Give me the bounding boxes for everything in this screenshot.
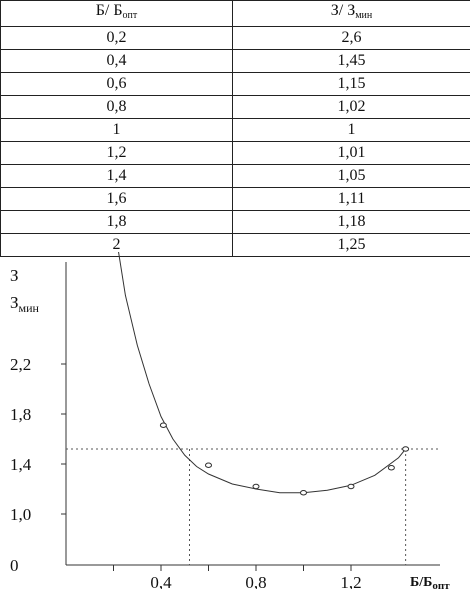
data-point [347,483,355,490]
cell-z-ratio: 1,15 [232,72,470,96]
y-tick-label: 2,2 [10,355,31,374]
cell-z-ratio: 1 [232,118,470,142]
y-tick-label: 1,8 [10,405,31,424]
ratio-table: Б/ Бопт З/ Змин 0,2 2,6 0,4 1,45 0,6 1,15 0,8 1… [0,0,470,257]
y-origin-label: 0 [10,556,19,575]
data-point [300,490,307,496]
data-point [252,483,260,490]
y-tick-label: 1,0 [10,505,31,524]
table-row: 0,6 1,15 [0,72,470,96]
cell-b-ratio: 1,4 [0,164,233,188]
data-point [205,462,212,468]
table-row: 0,8 1,02 [0,95,470,119]
table-row: 2 1,25 [0,233,470,257]
cell-b-ratio: 2 [0,233,233,257]
table-row: 1,8 1,18 [0,210,470,234]
data-point [402,446,410,452]
header-b-ratio: Б/ Бопт [0,0,233,27]
cell-z-ratio: 1,05 [232,164,470,188]
table-row: 1,4 1,05 [0,164,470,188]
x-axis-label: Б/Бопт [410,575,450,589]
cell-z-ratio: 1,45 [232,49,470,73]
header-z-ratio: З/ Змин [232,0,470,27]
cell-z-ratio: 1,18 [232,210,470,234]
y-axis-label-numerator: З [10,266,19,285]
cell-z-ratio: 2,6 [232,26,470,50]
cell-b-ratio: 0,6 [0,72,233,96]
cell-z-ratio: 1,01 [232,141,470,165]
cell-z-ratio: 1,11 [232,187,470,211]
table-row: 1,6 1,11 [0,187,470,211]
table-row: 1,2 1,01 [0,141,470,165]
cell-b-ratio: 0,8 [0,95,233,119]
curve-line [118,252,406,494]
x-tick-label: 0,4 [150,573,172,589]
cell-b-ratio: 0,2 [0,26,233,50]
cell-z-ratio: 1,02 [232,95,470,119]
table-row: 0,4 1,45 [0,49,470,73]
cell-b-ratio: 0,4 [0,49,233,73]
cell-b-ratio: 1,8 [0,210,233,234]
table-row: 0,2 2,6 [0,26,470,50]
x-tick-label: 1,2 [340,573,361,589]
table-header-row: Б/ Бопт З/ Змин [0,0,470,27]
x-tick-label: 0,8 [245,573,266,589]
y-tick-label: 1,4 [10,455,32,474]
y-axis-label-denominator: Змин [10,293,40,315]
cell-b-ratio: 1 [0,118,233,142]
cost-ratio-chart: 1,0 1,4 1,8 2,2 0 0,4 0,8 1,2 З Змин Б/Бопт [10,252,450,589]
data-point [159,422,167,428]
data-point [387,465,395,471]
cell-b-ratio: 1,2 [0,141,233,165]
cell-b-ratio: 1,6 [0,187,233,211]
